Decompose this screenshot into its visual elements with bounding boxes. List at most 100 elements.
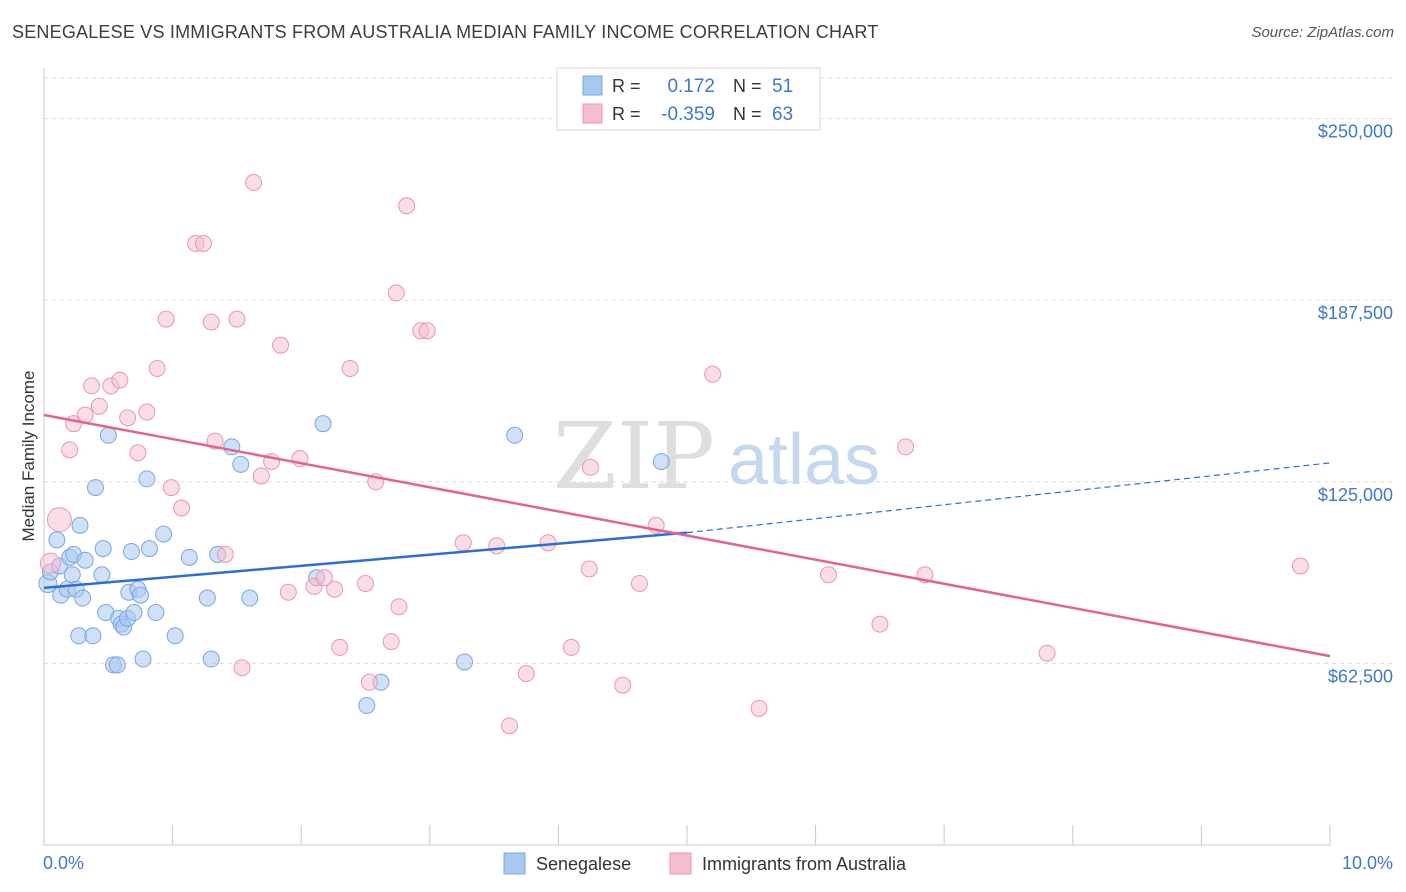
senegalese-point: [241, 589, 259, 607]
watermark: ZIP atlas: [553, 403, 880, 510]
australia-point: [202, 313, 220, 331]
senegalese-point: [147, 604, 165, 622]
senegalese-point: [232, 455, 250, 473]
australia-point: [173, 499, 191, 517]
australia-point: [488, 537, 506, 555]
senegalese-point: [131, 586, 149, 604]
legend-bottom-label-senegalese: Senegalese: [536, 854, 631, 874]
legend-swatch-pink: [582, 103, 603, 124]
australia-point: [129, 444, 147, 462]
australia-point: [580, 560, 598, 578]
australia-point: [148, 359, 166, 377]
australia-point: [83, 377, 101, 395]
axes: [43, 68, 1331, 846]
australia-point: [228, 310, 246, 328]
australia-point: [357, 574, 374, 592]
australia-point: [1291, 557, 1309, 575]
senegalese-point: [86, 479, 104, 497]
source-label: Source: ZipAtlas.com: [1251, 24, 1394, 41]
australia-point: [1038, 644, 1056, 662]
y-tick-label: $250,000: [1318, 122, 1393, 142]
australia-point: [216, 545, 234, 563]
australia-point: [360, 673, 378, 691]
australia-point: [138, 403, 156, 421]
y-tick-label: $125,000: [1318, 485, 1393, 505]
australia-point: [398, 197, 416, 215]
australia-point: [162, 479, 180, 497]
australia-point: [194, 235, 212, 253]
y-tick-label: $62,500: [1328, 666, 1393, 686]
legend-n-value-blue: 51: [772, 76, 793, 97]
senegalese-point: [652, 452, 670, 470]
watermark-zip: ZIP: [553, 403, 715, 510]
senegalese-point: [94, 540, 112, 558]
chart-title: SENEGALESE VS IMMIGRANTS FROM AUSTRALIA …: [12, 22, 879, 42]
australia-point: [582, 458, 600, 476]
senegalese-point: [84, 627, 102, 645]
senegalese-point: [93, 566, 111, 584]
legend-bottom-swatch-blue: [503, 852, 526, 875]
y-axis-title: Median Family Income: [19, 370, 38, 541]
senegalese-point: [122, 543, 140, 561]
australia-point: [501, 717, 519, 735]
legend-top: R = 0.172 N = 51 R = -0.359 N = 63: [556, 67, 821, 131]
australia-point: [390, 598, 408, 616]
senegalese-point: [223, 438, 241, 456]
australia-point: [157, 310, 175, 328]
senegalese-point: [71, 516, 89, 534]
senegalese-point: [63, 566, 81, 584]
senegalese-point: [108, 656, 126, 674]
australia-point: [382, 633, 400, 651]
senegalese-point: [74, 589, 92, 607]
senegalese-point: [76, 551, 94, 569]
australia-point: [614, 676, 632, 694]
senegalese-trend-extension: [686, 462, 1331, 534]
australia-point: [819, 566, 837, 584]
australia-point: [90, 397, 108, 415]
legend-n-label-pink: N =: [733, 104, 762, 124]
australia-point: [517, 665, 535, 683]
legend-bottom-label-australia: Immigrants from Australia: [702, 854, 907, 874]
x-tick-label-min: 0.0%: [43, 853, 84, 873]
y-tick-label: $187,500: [1318, 303, 1393, 323]
senegalese-point: [202, 650, 220, 668]
australia-point: [279, 583, 297, 601]
senegalese-trend-line: [43, 531, 688, 590]
senegalese-point: [70, 627, 88, 645]
senegalese-point: [456, 653, 474, 671]
australia-point: [871, 615, 889, 633]
senegalese-point: [155, 525, 173, 543]
senegalese-point: [198, 589, 216, 607]
australia-point: [46, 507, 72, 533]
senegalese-point: [358, 697, 376, 715]
legend-bottom: Senegalese Immigrants from Australia: [503, 852, 907, 875]
australia-point: [119, 409, 137, 427]
senegalese-point: [138, 470, 156, 488]
legend-r-label-blue: R =: [612, 76, 641, 96]
australia-point: [454, 534, 472, 552]
legend-r-label-pink: R =: [612, 104, 641, 124]
australia-point: [245, 174, 263, 192]
australia-point: [61, 441, 79, 459]
senegalese-point: [134, 650, 152, 668]
australia-point: [418, 322, 436, 340]
senegalese-point: [48, 531, 66, 549]
australia-point: [315, 569, 333, 587]
senegalese-point: [125, 604, 143, 622]
australia-point: [272, 336, 290, 354]
australia-point: [341, 359, 359, 377]
australia-point: [539, 534, 557, 552]
watermark-atlas: atlas: [728, 420, 880, 500]
x-tick-label-max: 10.0%: [1342, 853, 1393, 873]
senegalese-point: [314, 415, 332, 433]
australia-point: [111, 371, 129, 389]
senegalese-point: [180, 548, 198, 566]
australia-point: [562, 638, 580, 656]
australia-point: [331, 638, 349, 656]
australia-point: [897, 438, 915, 456]
senegalese-point: [99, 426, 117, 444]
australia-point: [252, 467, 270, 485]
legend-n-value-pink: 63: [772, 104, 793, 125]
australia-point: [750, 699, 768, 717]
